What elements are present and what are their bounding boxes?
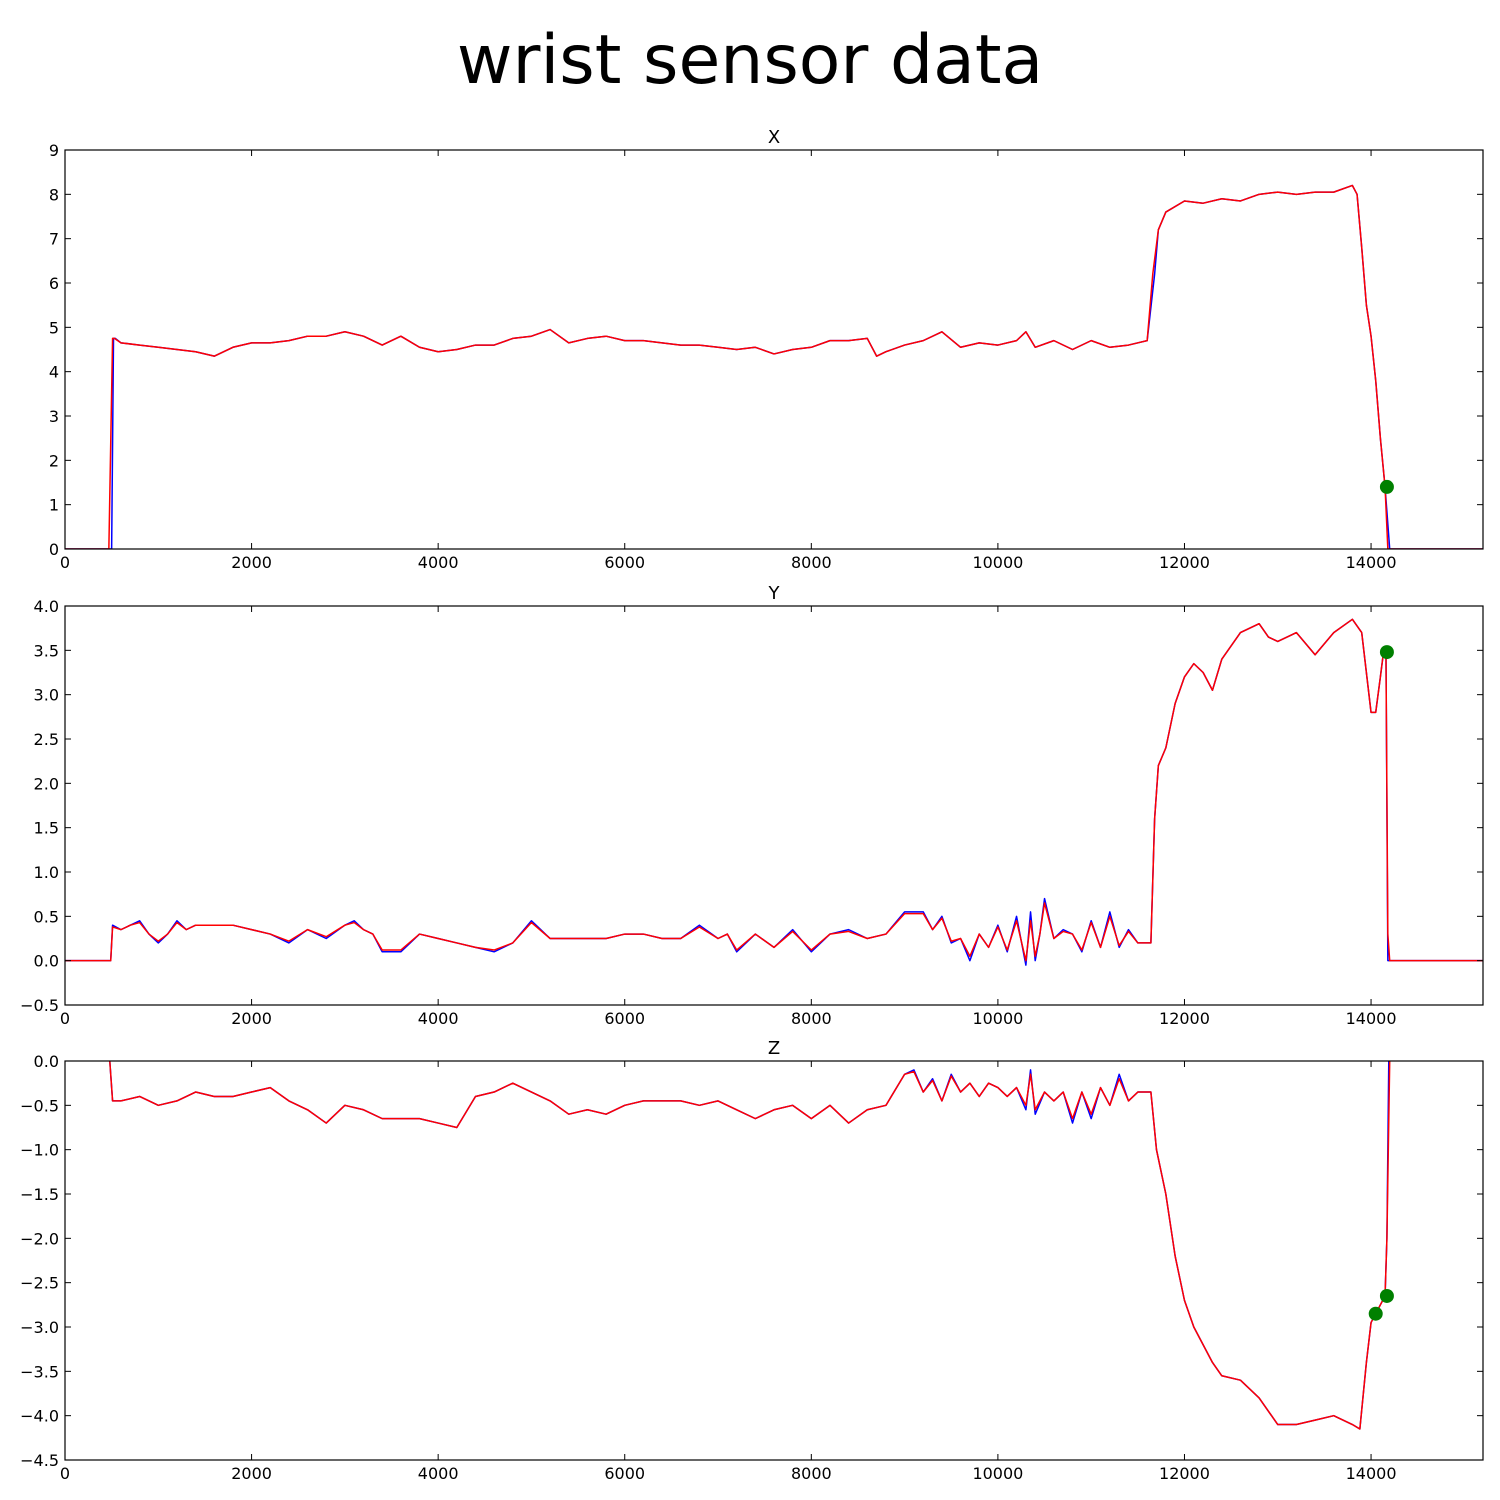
y-tick-label: 5 bbox=[49, 318, 59, 337]
y-tick-label: 2.0 bbox=[34, 774, 59, 793]
y-tick-label: −2.0 bbox=[20, 1229, 59, 1248]
marker-point bbox=[1379, 479, 1394, 494]
y-tick-label: −4.0 bbox=[20, 1407, 59, 1426]
marker-point bbox=[1368, 1306, 1383, 1321]
x-tick-label: 2000 bbox=[231, 1464, 272, 1483]
marker-point bbox=[1379, 1288, 1394, 1303]
x-tick-label: 6000 bbox=[604, 1009, 645, 1028]
marker-point bbox=[1379, 645, 1394, 660]
y-tick-label: −3.0 bbox=[20, 1318, 59, 1337]
y-tick-label: −3.5 bbox=[20, 1362, 59, 1381]
x-tick-label: 4000 bbox=[418, 1464, 459, 1483]
y-tick-label: 1 bbox=[49, 496, 59, 515]
x-tick-label: 10000 bbox=[972, 1009, 1023, 1028]
series-line-red bbox=[65, 618, 1483, 962]
y-tick-label: 6 bbox=[49, 274, 59, 293]
figure-title: wrist sensor data bbox=[457, 21, 1043, 100]
x-tick-label: 8000 bbox=[791, 553, 832, 572]
x-tick-label: 14000 bbox=[1346, 1009, 1397, 1028]
subplot-y: Y 0 2000 4000 6000 8000 10000 12000 14000 −0.5 0.0… bbox=[20, 583, 1484, 1028]
x-tick-label: 4000 bbox=[418, 553, 459, 572]
axes-frame bbox=[64, 1060, 1484, 1461]
y-tick-label: 3 bbox=[49, 407, 59, 426]
x-tick-label: 0 bbox=[60, 1464, 70, 1483]
series-line-red bbox=[65, 184, 1483, 549]
y-tick-label: −1.5 bbox=[20, 1185, 59, 1204]
y-tick-label: 0.0 bbox=[34, 1052, 59, 1071]
y-tick-label: −4.5 bbox=[20, 1451, 59, 1470]
series-line-blue bbox=[65, 618, 1483, 966]
y-tick-label: 1.5 bbox=[34, 819, 59, 838]
subplot-title: Y bbox=[768, 583, 781, 604]
x-tick-label: 4000 bbox=[418, 1009, 459, 1028]
y-tick-label: −1.0 bbox=[20, 1141, 59, 1160]
subplot-x: X 0 2000 4000 6000 8000 10000 12000 14000 0 1 2 3 4 5 6… bbox=[49, 127, 1484, 572]
x-tick-label: 8000 bbox=[791, 1009, 832, 1028]
x-tick-label: 14000 bbox=[1346, 553, 1397, 572]
x-tick-label: 2000 bbox=[231, 553, 272, 572]
series-line-blue bbox=[65, 184, 1483, 549]
x-tick-label: 12000 bbox=[1159, 553, 1210, 572]
subplot-title: Z bbox=[768, 1038, 780, 1059]
y-tick-label: −0.5 bbox=[20, 996, 59, 1015]
x-tick-label: 6000 bbox=[604, 553, 645, 572]
x-tick-label: 10000 bbox=[972, 1464, 1023, 1483]
x-tick-label: 10000 bbox=[972, 553, 1023, 572]
y-tick-label: 2 bbox=[49, 451, 59, 470]
y-tick-label: 0 bbox=[49, 540, 59, 559]
y-tick-label: 4 bbox=[49, 363, 59, 382]
x-tick-label: 8000 bbox=[791, 1464, 832, 1483]
x-tick-label: 6000 bbox=[604, 1464, 645, 1483]
x-tick-label: 12000 bbox=[1159, 1464, 1210, 1483]
x-tick-label: 14000 bbox=[1346, 1464, 1397, 1483]
y-tick-label: 9 bbox=[49, 141, 59, 160]
y-tick-label: 8 bbox=[49, 185, 59, 204]
y-tick-label: 3.5 bbox=[34, 641, 59, 660]
y-tick-label: 3.0 bbox=[34, 686, 59, 705]
subplot-z: Z 0 2000 4000 6000 8000 10000 12000 14000 −4.5 −4.… bbox=[20, 1038, 1484, 1483]
y-tick-label: 4.0 bbox=[34, 597, 59, 616]
y-tick-label: 0.0 bbox=[34, 952, 59, 971]
x-tick-label: 0 bbox=[60, 1009, 70, 1028]
axes-frame bbox=[64, 605, 1484, 1006]
y-tick-label: 0.5 bbox=[34, 907, 59, 926]
y-tick-label: 2.5 bbox=[34, 730, 59, 749]
y-tick-label: −2.5 bbox=[20, 1274, 59, 1293]
x-tick-label: 12000 bbox=[1159, 1009, 1210, 1028]
y-tick-label: −0.5 bbox=[20, 1096, 59, 1115]
x-tick-label: 0 bbox=[60, 553, 70, 572]
x-tick-label: 2000 bbox=[231, 1009, 272, 1028]
series-line-red bbox=[109, 1061, 1391, 1430]
subplot-title: X bbox=[768, 127, 780, 148]
y-tick-label: 7 bbox=[49, 230, 59, 249]
axes-frame bbox=[64, 149, 1484, 550]
y-tick-label: 1.0 bbox=[34, 863, 59, 882]
